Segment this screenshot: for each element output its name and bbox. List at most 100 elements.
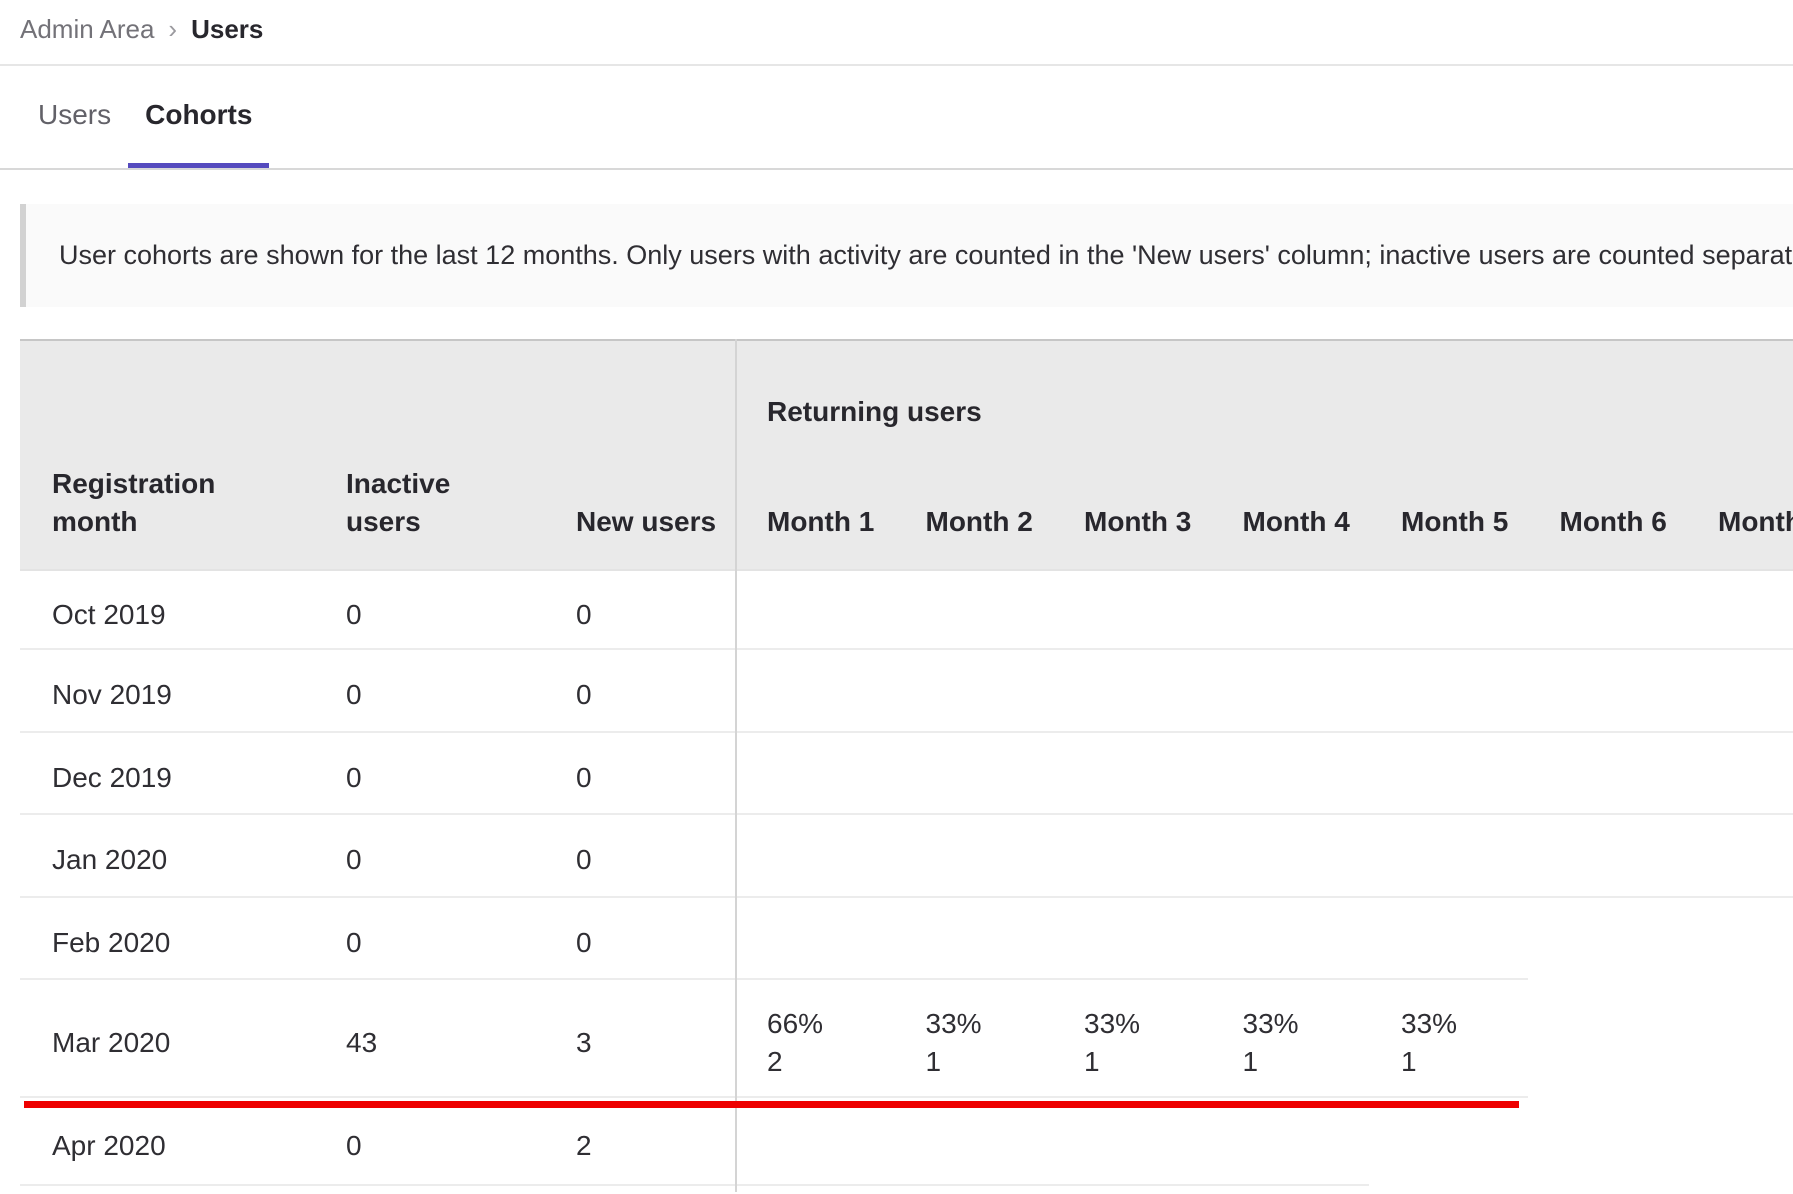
inactive-users-cell: 0 [314,815,544,898]
tab-users[interactable]: Users [21,66,128,168]
month-1-cell [735,733,894,815]
month-4-cell [1210,898,1369,980]
new-users-cell: 2 [544,1098,735,1186]
inactive-users-cell: 0 [314,650,544,733]
month-3-cell [1052,733,1211,815]
column-header-label: Month 1 [767,506,875,537]
table-row-dec-2019: Dec 2019 0 0 [20,733,1793,815]
breadcrumb: Admin Area › Users [0,0,1793,66]
month-7-cell [1686,650,1793,733]
month-1-cell: 66% 2 [735,980,894,1098]
tab-bar: Users Cohorts [0,66,1793,170]
registration-month-cell: Apr 2020 [20,1098,314,1186]
new-users-cell: 0 [544,898,735,980]
retention-count: 1 [925,1046,942,1077]
retention-percentage: 33% [1084,1008,1141,1039]
month-2-cell [893,650,1052,733]
table-header-row: Registration month Inactive users New user… [20,339,1793,571]
tab-cohorts[interactable]: Cohorts [128,66,270,168]
month-5-cell: 33% 1 [1369,980,1528,1098]
column-header-label: Inactive users [346,468,451,537]
annotation-red-line [24,1101,1519,1108]
breadcrumb-admin-area[interactable]: Admin Area [20,14,155,44]
column-header-registration-month: Registration month [20,341,314,569]
retention-percentage: 66% [767,1008,824,1039]
new-users-cell: 0 [544,815,735,898]
month-5-cell [1369,815,1528,898]
retention-percentage: 33% [925,1008,982,1039]
month-1-cell [735,571,894,650]
registration-month-cell: Dec 2019 [20,733,314,815]
column-header-label: Month 7 [1718,506,1793,537]
month-5-cell [1369,650,1528,733]
column-header-month-5: Month 5 [1369,341,1528,569]
column-header-month-2: Month 2 [894,341,1053,569]
month-2-cell [893,571,1052,650]
month-6-cell [1527,815,1686,898]
registration-month-cell: Nov 2019 [20,650,314,733]
inactive-users-cell: 0 [314,1098,544,1186]
table-row-jan-2020: Jan 2020 0 0 [20,815,1793,898]
month-7-cell [1686,980,1793,1098]
month-4-cell [1210,815,1369,898]
column-header-month-3: Month 3 [1052,341,1211,569]
month-1-cell [735,815,894,898]
column-header-label: Month 2 [925,506,1033,537]
retention-count: 1 [1242,1046,1259,1077]
month-1-cell [735,650,894,733]
month-5-cell [1369,1098,1528,1186]
month-3-cell [1052,1098,1211,1186]
table-row-mar-2020: Mar 2020 43 3 66% 2 33% 1 33% 1 33% 1 33% 1 [20,980,1793,1098]
month-3-cell [1052,815,1211,898]
column-header-inactive-users: Inactive users [314,341,544,569]
month-2-cell [893,1098,1052,1186]
retention-percentage: 33% [1401,1008,1458,1039]
retention-count: 1 [1401,1046,1417,1077]
month-5-cell [1369,898,1528,980]
month-4-cell [1210,1098,1369,1186]
month-4-cell: 33% 1 [1210,980,1369,1098]
month-5-cell [1369,733,1528,815]
tab-users-label: Users [38,98,112,130]
month-6-cell [1528,980,1687,1098]
month-6-cell [1527,571,1686,650]
month-3-cell [1052,571,1211,650]
registration-month-cell: Jan 2020 [20,815,314,898]
tab-cohorts-label: Cohorts [145,98,253,130]
inactive-users-cell: 0 [314,898,544,980]
breadcrumb-users[interactable]: Users [191,14,264,44]
month-7-cell [1686,898,1793,981]
column-header-month-1: Month 1 [735,341,894,569]
new-users-cell: 0 [544,571,735,650]
registration-month-cell: Feb 2020 [20,898,314,980]
table-row-nov-2019: Nov 2019 0 0 [20,650,1793,733]
table-body: Oct 2019 0 0 Nov 2019 0 0 Dec 2019 0 0 Jan 2020 0 0… [20,571,1793,1186]
cohorts-table: Registration month Inactive users New user… [20,339,1793,1192]
column-divider [735,339,737,1192]
column-header-label: Month 5 [1401,506,1509,537]
column-header-month-6: Month 6 [1528,341,1687,569]
table-row-oct-2019: Oct 2019 0 0 [20,571,1793,650]
new-users-cell: 0 [544,733,735,815]
new-users-cell: 3 [544,980,735,1098]
month-7-cell [1686,571,1793,650]
column-header-month-4: Month 4 [1211,341,1370,569]
month-5-cell [1369,571,1528,650]
month-2-cell [893,815,1052,898]
retention-count: 1 [1084,1046,1100,1077]
month-3-cell: 33% 1 [1052,980,1211,1098]
month-6-cell [1527,650,1686,733]
column-header-label: New users [576,506,717,537]
column-header-label: Month 3 [1084,506,1192,537]
month-6-cell [1528,898,1687,981]
month-1-cell [735,898,894,980]
month-4-cell [1210,733,1369,815]
info-banner: User cohorts are shown for the last 12 m… [20,204,1793,307]
month-2-cell: 33% 1 [893,980,1052,1098]
month-3-cell [1052,650,1211,733]
inactive-users-cell: 43 [314,980,544,1098]
table-row-apr-2020: Apr 2020 0 2 [20,1098,1793,1186]
month-7-cell [1686,733,1793,815]
month-4-cell [1210,571,1369,650]
month-3-cell [1052,898,1211,980]
